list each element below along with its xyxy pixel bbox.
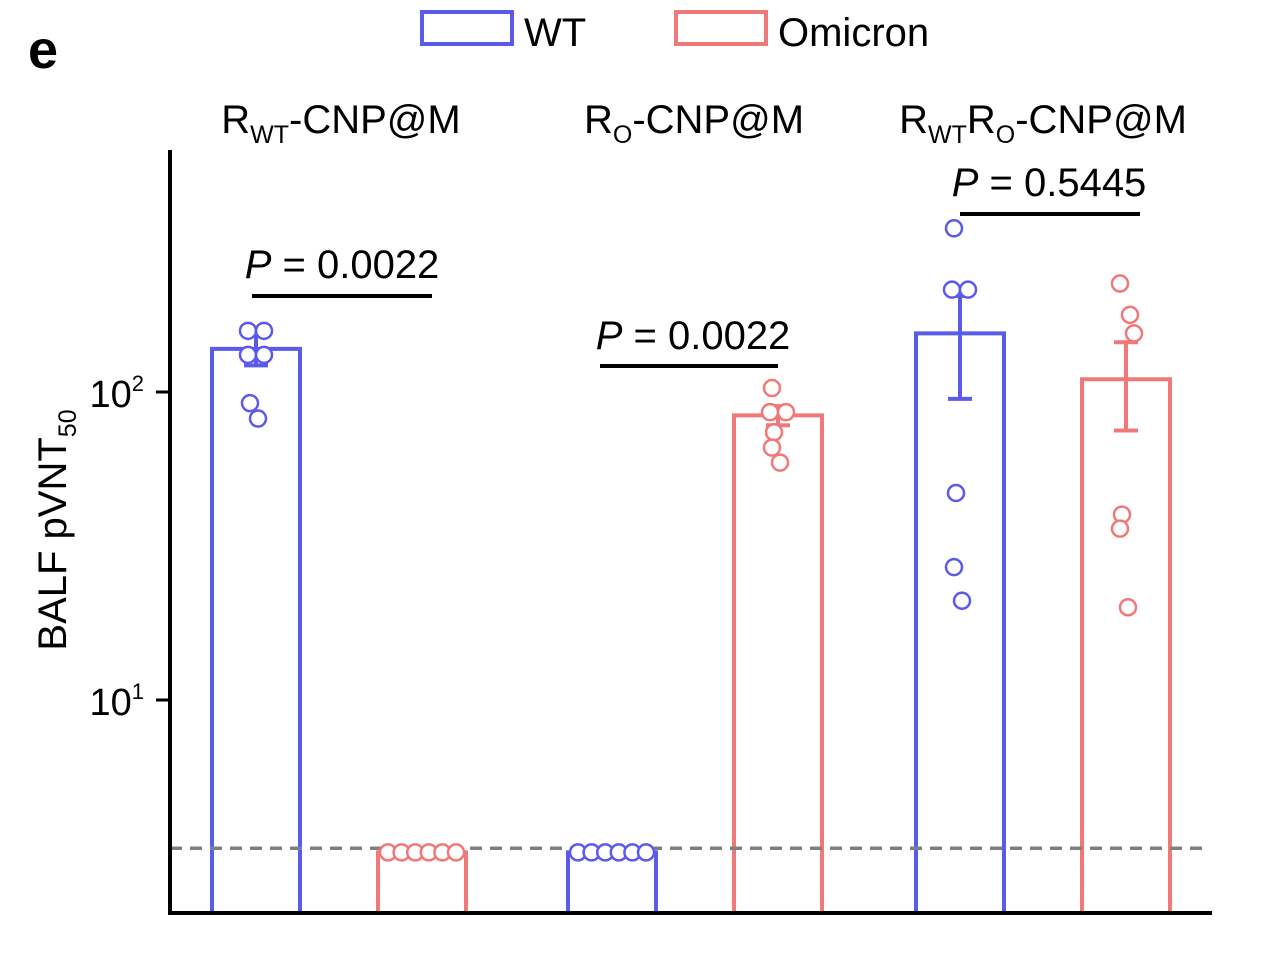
group-title-2: RO-CNP@M — [584, 98, 804, 149]
bar-wt-g2 — [566, 850, 658, 913]
point-omicron-g2-2 — [760, 402, 780, 422]
legend-label-wt: WT — [524, 11, 586, 55]
y-tick-label-10-2: 102 — [89, 371, 144, 416]
point-wt-g3-2 — [942, 280, 962, 299]
legend: WT Omicron — [420, 10, 929, 55]
pvalue-label-1: P = 0.0022 — [245, 243, 440, 287]
bar-omicron-g3 — [1080, 377, 1172, 913]
point-wt-g1-2 — [254, 321, 274, 341]
group-title-3: RWTRO-CNP@M — [899, 98, 1187, 149]
point-omicron-g2-1 — [762, 378, 782, 398]
point-omicron-g2-6 — [770, 453, 790, 472]
pvalue-2: P = 0.0022 — [596, 314, 791, 368]
point-wt-g2-6 — [636, 843, 656, 862]
point-omicron-g3-1 — [1110, 274, 1130, 293]
legend-swatch-omicron — [674, 10, 768, 46]
bars — [210, 331, 1172, 913]
pvalue-label-3: P = 0.5445 — [952, 161, 1147, 205]
pvalue-3: P = 0.5445 — [952, 161, 1147, 216]
pvalue-1: P = 0.0022 — [245, 243, 440, 298]
y-tick-label-10-1: 101 — [89, 679, 144, 724]
pvalue-label-2: P = 0.0022 — [596, 314, 791, 358]
bar-wt-g1 — [210, 346, 302, 913]
point-omicron-g3-3 — [1124, 324, 1144, 343]
point-wt-g1-5 — [240, 393, 260, 413]
point-wt-g3-1 — [944, 219, 964, 238]
point-wt-g1-6 — [248, 409, 268, 428]
point-omicron-g3-2 — [1120, 305, 1140, 325]
point-wt-g3-5 — [944, 557, 964, 577]
point-omicron-g1-6 — [446, 843, 466, 862]
point-omicron-g2-5 — [762, 438, 782, 457]
bar-omicron-g1 — [376, 850, 468, 913]
point-wt-g1-4 — [254, 345, 274, 365]
legend-label-omicron: Omicron — [778, 11, 929, 55]
point-omicron-g3-6 — [1118, 598, 1138, 617]
point-omicron-g2-3 — [776, 402, 796, 422]
point-wt-g3-3 — [958, 280, 978, 299]
point-wt-g3-6 — [952, 591, 972, 611]
y-axis-label: BALF pVNT50 — [31, 409, 82, 650]
point-wt-g3-4 — [946, 483, 966, 503]
bar-wt-g3 — [914, 331, 1006, 913]
point-wt-g1-3 — [238, 345, 258, 365]
bar-omicron-g2 — [732, 413, 824, 913]
panel-label: e — [28, 20, 58, 80]
group-title-1: RWT-CNP@M — [221, 98, 460, 149]
legend-swatch-wt — [420, 10, 514, 46]
point-wt-g1-1 — [238, 321, 258, 341]
point-omicron-g3-5 — [1110, 519, 1130, 538]
data-points — [238, 219, 1144, 862]
point-omicron-g2-4 — [764, 423, 784, 442]
